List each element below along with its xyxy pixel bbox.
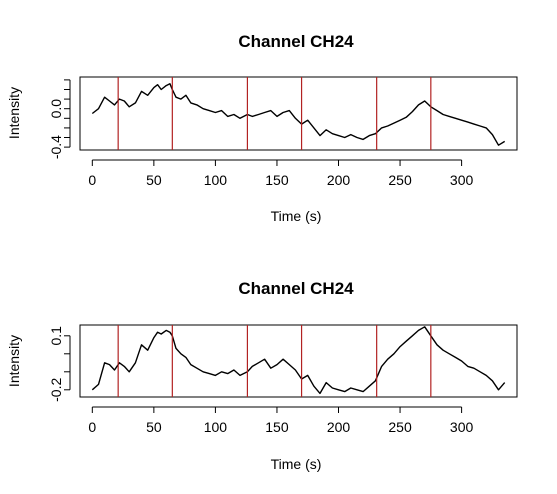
x-tick-label: 50 [146, 172, 162, 188]
x-tick-label: 200 [327, 419, 351, 435]
y-tick-label: 0.0 [48, 99, 64, 119]
x-tick-label: 50 [146, 419, 162, 435]
plot-marks [91, 325, 506, 397]
y-tick-label: -0.4 [48, 135, 64, 159]
plot-frame [79, 76, 518, 151]
x-tick-label: 100 [204, 419, 228, 435]
y-tick-label: 0.1 [48, 326, 64, 346]
y-tick-label: -0.2 [48, 378, 64, 402]
plot-frame [79, 324, 518, 398]
x-tick-label: 0 [88, 172, 96, 188]
y-axis-label: Intensity [6, 87, 22, 139]
x-tick-label: 200 [327, 172, 351, 188]
x-tick-label: 150 [265, 172, 289, 188]
x-tick-label: 250 [388, 172, 412, 188]
x-axis: 0 50 100 150 200 250 300 [88, 406, 474, 435]
chart-title: Channel CH24 [238, 32, 354, 51]
chart-panel-bottom: Channel CH24 0 50 100 150 200 250 300 -0.20.1 … [6, 279, 518, 472]
plot-marks [91, 77, 506, 150]
y-axis: -0.2 0.1 [48, 326, 71, 402]
y-axis: -0.4 0.0 [48, 79, 71, 159]
x-axis-label: Time (s) [271, 456, 322, 472]
series-line [91, 326, 506, 395]
series-line [91, 83, 506, 146]
chart-panel-top: Channel CH24 0 50 100 150 200 250 300 -0.40.0 … [6, 32, 518, 224]
y-axis-label: Intensity [6, 335, 22, 387]
x-axis: 0 50 100 150 200 250 300 [88, 159, 474, 188]
x-tick-label: 100 [204, 172, 228, 188]
x-tick-label: 300 [450, 172, 474, 188]
x-axis-label: Time (s) [271, 208, 322, 224]
x-tick-label: 300 [450, 419, 474, 435]
x-tick-label: 150 [265, 419, 289, 435]
chart-title: Channel CH24 [238, 279, 354, 298]
x-tick-label: 250 [388, 419, 412, 435]
x-tick-label: 0 [88, 419, 96, 435]
